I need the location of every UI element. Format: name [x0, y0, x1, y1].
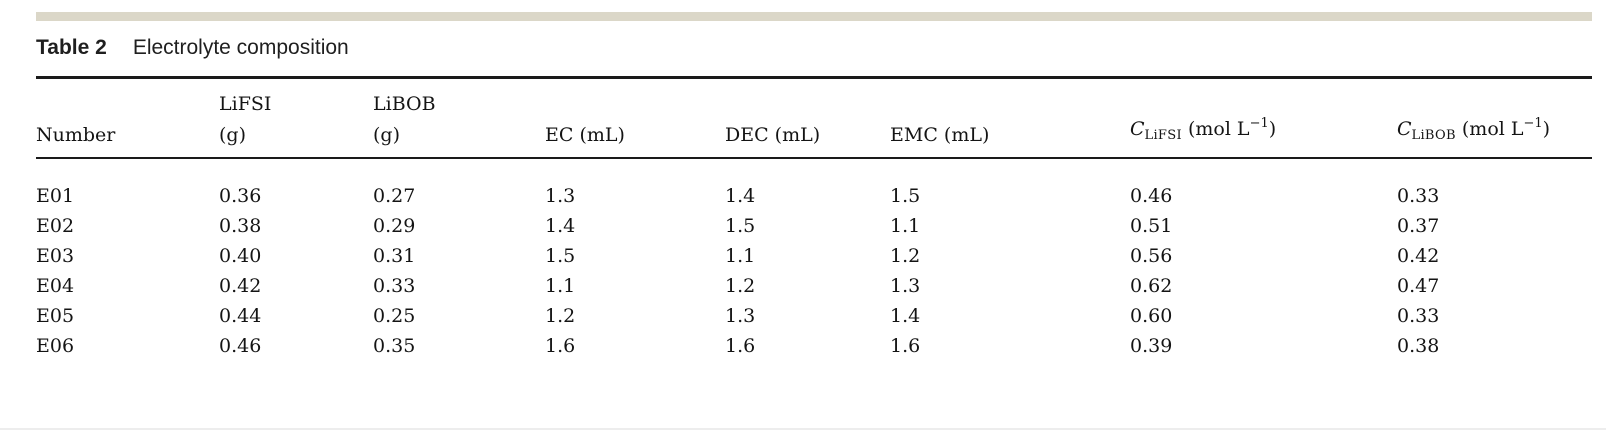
table-header-row: Number LiFSI (g) LiBOB (g) EC (mL) DEC (mL) EMC… — [36, 77, 1592, 159]
page-bottom-divider — [0, 428, 1606, 430]
concentration-symbol: C — [1130, 118, 1145, 140]
table-title: Electrolyte composition — [132, 36, 349, 59]
value-cell: 0.31 — [373, 245, 416, 267]
table-row-E03: E03 0.40 0.31 1.5 1.1 1.2 0.56 0.42 — [36, 241, 1592, 271]
value-cell: 1.2 — [890, 245, 921, 267]
table-row-E04: E04 0.42 0.33 1.1 1.2 1.3 0.62 0.47 — [36, 271, 1592, 301]
value-cell: 0.35 — [373, 335, 416, 357]
column-header-8: CLiBOB (mol L−1) — [1397, 77, 1592, 159]
header-line: EC (mL) — [545, 124, 625, 146]
value-cell: 0.39 — [1130, 335, 1173, 357]
column-header-6: EMC (mL) — [890, 77, 1130, 159]
row-id-cell: E05 — [36, 305, 75, 327]
table-number-label: Table 2 — [36, 36, 107, 59]
value-cell: 1.3 — [545, 185, 576, 207]
value-cell: 1.2 — [725, 275, 756, 297]
value-cell: 0.51 — [1130, 215, 1173, 237]
column-header-1: Number — [36, 77, 219, 159]
value-cell: 0.33 — [373, 275, 416, 297]
header-line: Number — [36, 124, 116, 146]
value-cell: 1.4 — [725, 185, 756, 207]
value-cell: 0.42 — [1397, 245, 1440, 267]
row-id-cell: E01 — [36, 185, 75, 207]
value-cell: 1.6 — [890, 335, 921, 357]
unit-close: ) — [1268, 118, 1277, 140]
value-cell: 0.42 — [219, 275, 262, 297]
value-cell: 1.3 — [725, 305, 756, 327]
value-cell: 0.46 — [219, 335, 262, 357]
row-id-cell: E06 — [36, 335, 75, 357]
value-cell: 0.46 — [1130, 185, 1173, 207]
value-cell: 1.5 — [890, 185, 921, 207]
value-cell: 0.37 — [1397, 215, 1440, 237]
value-cell: 1.1 — [545, 275, 576, 297]
concentration-symbol: C — [1397, 118, 1412, 140]
table-block: Table 2 Electrolyte composition Number LiF… — [36, 0, 1592, 361]
accent-bar — [36, 12, 1592, 21]
header-line: EMC (mL) — [890, 124, 990, 146]
value-cell: 0.62 — [1130, 275, 1173, 297]
value-cell: 0.38 — [1397, 335, 1440, 357]
value-cell: 1.4 — [890, 305, 921, 327]
value-cell: 0.33 — [1397, 305, 1440, 327]
salt-subscript: LiFSI — [1144, 128, 1182, 143]
table-row-E02: E02 0.38 0.29 1.4 1.5 1.1 0.51 0.37 — [36, 211, 1592, 241]
table-row-E01: E01 0.36 0.27 1.3 1.4 1.5 0.46 0.33 — [36, 158, 1592, 211]
value-cell: 1.6 — [545, 335, 576, 357]
header-line: (g) — [373, 124, 400, 146]
value-cell: 0.36 — [219, 185, 262, 207]
value-cell: 0.60 — [1130, 305, 1173, 327]
exponent: −1 — [1249, 116, 1269, 131]
column-header-3: LiBOB (g) — [373, 77, 545, 159]
row-id-cell: E02 — [36, 215, 75, 237]
column-header-7: CLiFSI (mol L−1) — [1130, 77, 1397, 159]
value-cell: 0.29 — [373, 215, 416, 237]
value-cell: 1.1 — [725, 245, 756, 267]
header-line: DEC (mL) — [725, 124, 821, 146]
header-line: (g) — [219, 124, 246, 146]
column-header-4: EC (mL) — [545, 77, 725, 159]
table-caption: Table 2 Electrolyte composition — [36, 35, 1592, 61]
header-line: LiFSI — [219, 93, 272, 115]
exponent: −1 — [1523, 116, 1543, 131]
table-row-E06: E06 0.46 0.35 1.6 1.6 1.6 0.39 0.38 — [36, 331, 1592, 361]
value-cell: 0.38 — [219, 215, 262, 237]
value-cell: 1.5 — [545, 245, 576, 267]
value-cell: 1.3 — [890, 275, 921, 297]
unit-close: ) — [1542, 118, 1551, 140]
table-row-E05: E05 0.44 0.25 1.2 1.3 1.4 0.60 0.33 — [36, 301, 1592, 331]
value-cell: 1.6 — [725, 335, 756, 357]
value-cell: 1.1 — [890, 215, 921, 237]
salt-subscript: LiBOB — [1411, 128, 1456, 143]
value-cell: 0.47 — [1397, 275, 1440, 297]
value-cell: 0.44 — [219, 305, 262, 327]
row-id-cell: E03 — [36, 245, 75, 267]
table-body: E01 0.36 0.27 1.3 1.4 1.5 0.46 0.33 E02 0.38 0.29 1… — [36, 158, 1592, 361]
unit-open: (mol L — [1455, 118, 1524, 140]
header-row: Number LiFSI (g) LiBOB (g) EC (mL) DEC (mL) EMC… — [36, 77, 1592, 159]
row-id-cell: E04 — [36, 275, 75, 297]
column-header-2: LiFSI (g) — [219, 77, 373, 159]
electrolyte-composition-table: Number LiFSI (g) LiBOB (g) EC (mL) DEC (mL) EMC… — [36, 76, 1592, 361]
value-cell: 1.5 — [725, 215, 756, 237]
unit-open: (mol L — [1181, 118, 1250, 140]
value-cell: 0.40 — [219, 245, 262, 267]
value-cell: 0.25 — [373, 305, 416, 327]
value-cell: 0.27 — [373, 185, 416, 207]
column-header-5: DEC (mL) — [725, 77, 890, 159]
value-cell: 0.33 — [1397, 185, 1440, 207]
value-cell: 0.56 — [1130, 245, 1173, 267]
header-line: LiBOB — [373, 93, 436, 115]
value-cell: 1.2 — [545, 305, 576, 327]
value-cell: 1.4 — [545, 215, 576, 237]
